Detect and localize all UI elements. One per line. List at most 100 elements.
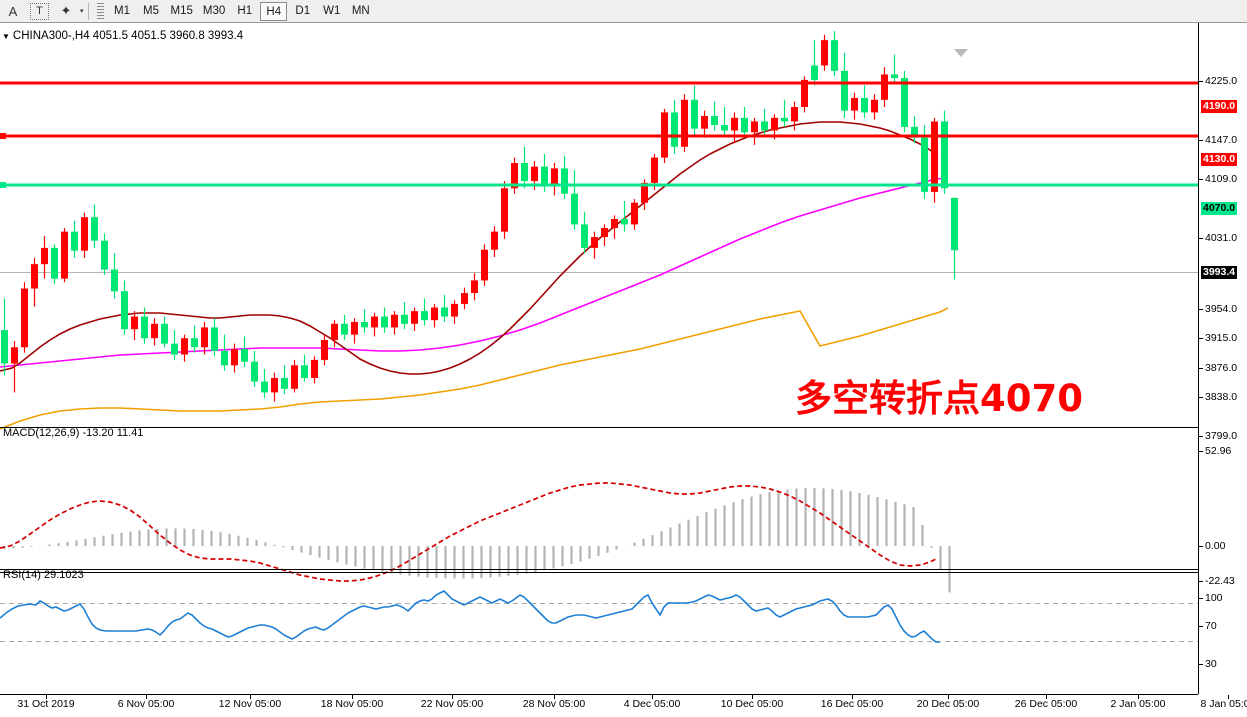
chart-annotation-text[interactable]: 多空转折点4070 bbox=[795, 377, 1083, 420]
candle-body bbox=[721, 125, 728, 131]
candle-body bbox=[801, 79, 808, 107]
resistance-1-tag[interactable]: 4190.0 bbox=[1201, 100, 1238, 113]
price-tick: 4147.0 bbox=[1199, 134, 1247, 147]
candle-body bbox=[471, 280, 478, 294]
candle-body bbox=[821, 40, 828, 66]
chart-frame[interactable]: ▼ CHINA300-,H4 4051.5 4051.5 3960.8 3993.… bbox=[0, 23, 1247, 710]
macd-tick: 52.96 bbox=[1199, 445, 1247, 458]
time-axis[interactable]: 31 Oct 2019 6 Nov 05:00 12 Nov 05:00 18 Nov… bbox=[0, 694, 1247, 717]
candle-body bbox=[271, 377, 278, 393]
timeframe-d1[interactable]: D1 bbox=[295, 4, 311, 17]
candle-body bbox=[201, 327, 208, 348]
symbol-ohlc-text: CHINA300-,H4 4051.5 4051.5 3960.8 3993.4 bbox=[12, 30, 244, 42]
timeframe-w1[interactable]: W1 bbox=[323, 4, 341, 17]
price-tick: 3954.0 bbox=[1199, 303, 1247, 316]
timeframe-m5[interactable]: M5 bbox=[143, 4, 159, 17]
candle-body bbox=[251, 361, 258, 382]
resistance-2-tag[interactable]: 4130.0 bbox=[1201, 153, 1238, 166]
candle-body bbox=[391, 314, 398, 328]
timeframe-h1[interactable]: H1 bbox=[237, 4, 253, 17]
candle-body bbox=[91, 217, 98, 241]
candle-body bbox=[851, 97, 858, 111]
plot-area[interactable] bbox=[0, 23, 1198, 671]
candle-body bbox=[841, 70, 848, 111]
candle-body bbox=[411, 311, 418, 324]
candle-body bbox=[211, 327, 218, 351]
toolbar-grip-handle[interactable] bbox=[96, 2, 104, 20]
macd-divider bbox=[0, 427, 1198, 428]
candle-body bbox=[61, 231, 68, 279]
candle-body bbox=[431, 307, 438, 321]
candle-body bbox=[381, 316, 388, 328]
time-axis-label: 18 Nov 05:00 bbox=[320, 698, 384, 710]
ma-fast-line bbox=[0, 121, 939, 375]
timeframe-h4[interactable]: H4 bbox=[260, 1, 288, 21]
price-tick: 3838.0 bbox=[1199, 391, 1247, 404]
objects-icon[interactable]: ✦ bbox=[60, 3, 72, 18]
candle-body bbox=[621, 219, 628, 225]
rsi-line bbox=[0, 590, 940, 643]
candle-body bbox=[571, 193, 578, 225]
candle-body bbox=[601, 228, 608, 238]
timeframe-m30[interactable]: M30 bbox=[202, 4, 226, 17]
last-price-tag[interactable]: 3993.4 bbox=[1201, 266, 1238, 279]
candle-body bbox=[861, 97, 868, 113]
candle-body bbox=[581, 224, 588, 248]
candle-body bbox=[491, 231, 498, 250]
price-scale[interactable]: 4225.0 4147.0 4109.0 4031.0 3954.0 3915.0 3876… bbox=[1198, 23, 1247, 694]
macd-tick: 0.00 bbox=[1199, 540, 1247, 553]
candle-body bbox=[941, 121, 948, 189]
candle-body bbox=[871, 99, 878, 113]
timeframe-m1[interactable]: M1 bbox=[114, 4, 130, 17]
timeframe-m15[interactable]: M15 bbox=[170, 4, 193, 17]
candle-body bbox=[481, 249, 488, 281]
price-tick: 3915.0 bbox=[1199, 332, 1247, 345]
time-axis-label: 8 Jan 05:00 bbox=[1200, 698, 1247, 710]
rsi-indicator-label: RSI(14) 29.1023 bbox=[3, 569, 84, 581]
collapse-triangle-icon[interactable]: ▼ bbox=[2, 32, 10, 41]
rsi-tick: 30 bbox=[1199, 658, 1247, 671]
candle-body bbox=[671, 112, 678, 147]
time-axis-label: 26 Dec 05:00 bbox=[1014, 698, 1078, 710]
chart-canvas[interactable] bbox=[0, 23, 1198, 671]
candle-body bbox=[181, 338, 188, 355]
candle-body bbox=[921, 137, 928, 192]
bar-marker-triangle-icon bbox=[954, 49, 968, 57]
candle-body bbox=[41, 247, 48, 265]
candlestick-series bbox=[1, 31, 958, 402]
time-axis-label: 31 Oct 2019 bbox=[17, 698, 75, 710]
candle-body bbox=[311, 359, 318, 378]
candle-body bbox=[221, 350, 228, 366]
time-axis-label: 2 Jan 05:00 bbox=[1110, 698, 1166, 710]
price-tick: 4031.0 bbox=[1199, 232, 1247, 245]
candle-body bbox=[541, 166, 548, 187]
support-4070-handle[interactable] bbox=[0, 182, 6, 188]
candle-body bbox=[811, 65, 818, 80]
candle-body bbox=[531, 166, 538, 182]
candle-body bbox=[591, 237, 598, 248]
text-label-icon[interactable]: A bbox=[8, 3, 18, 19]
candle-body bbox=[121, 291, 128, 330]
candle-body bbox=[171, 343, 178, 355]
time-axis-label: 12 Nov 05:00 bbox=[218, 698, 282, 710]
candle-body bbox=[951, 197, 958, 251]
candle-body bbox=[111, 269, 118, 292]
time-axis-label: 28 Nov 05:00 bbox=[522, 698, 586, 710]
candle-body bbox=[551, 168, 558, 187]
price-tick: 4225.0 bbox=[1199, 75, 1247, 88]
timeframe-mn[interactable]: MN bbox=[351, 4, 370, 17]
candle-body bbox=[1, 330, 8, 364]
time-axis-label: 10 Dec 05:00 bbox=[720, 698, 784, 710]
candle-body bbox=[141, 316, 148, 339]
candle-body bbox=[751, 121, 758, 133]
text-box-icon[interactable]: T bbox=[30, 2, 49, 20]
macd-indicator-label: MACD(12,26,9) -13.20 11.41 bbox=[3, 427, 144, 439]
support-tag[interactable]: 4070.0 bbox=[1201, 202, 1238, 215]
chevron-down-icon[interactable]: ▾ bbox=[80, 8, 84, 15]
resistance-4130-handle[interactable] bbox=[0, 133, 6, 139]
price-tick: 3799.0 bbox=[1199, 430, 1247, 443]
candle-body bbox=[351, 321, 358, 335]
candle-body bbox=[781, 117, 788, 122]
candle-body bbox=[371, 316, 378, 328]
